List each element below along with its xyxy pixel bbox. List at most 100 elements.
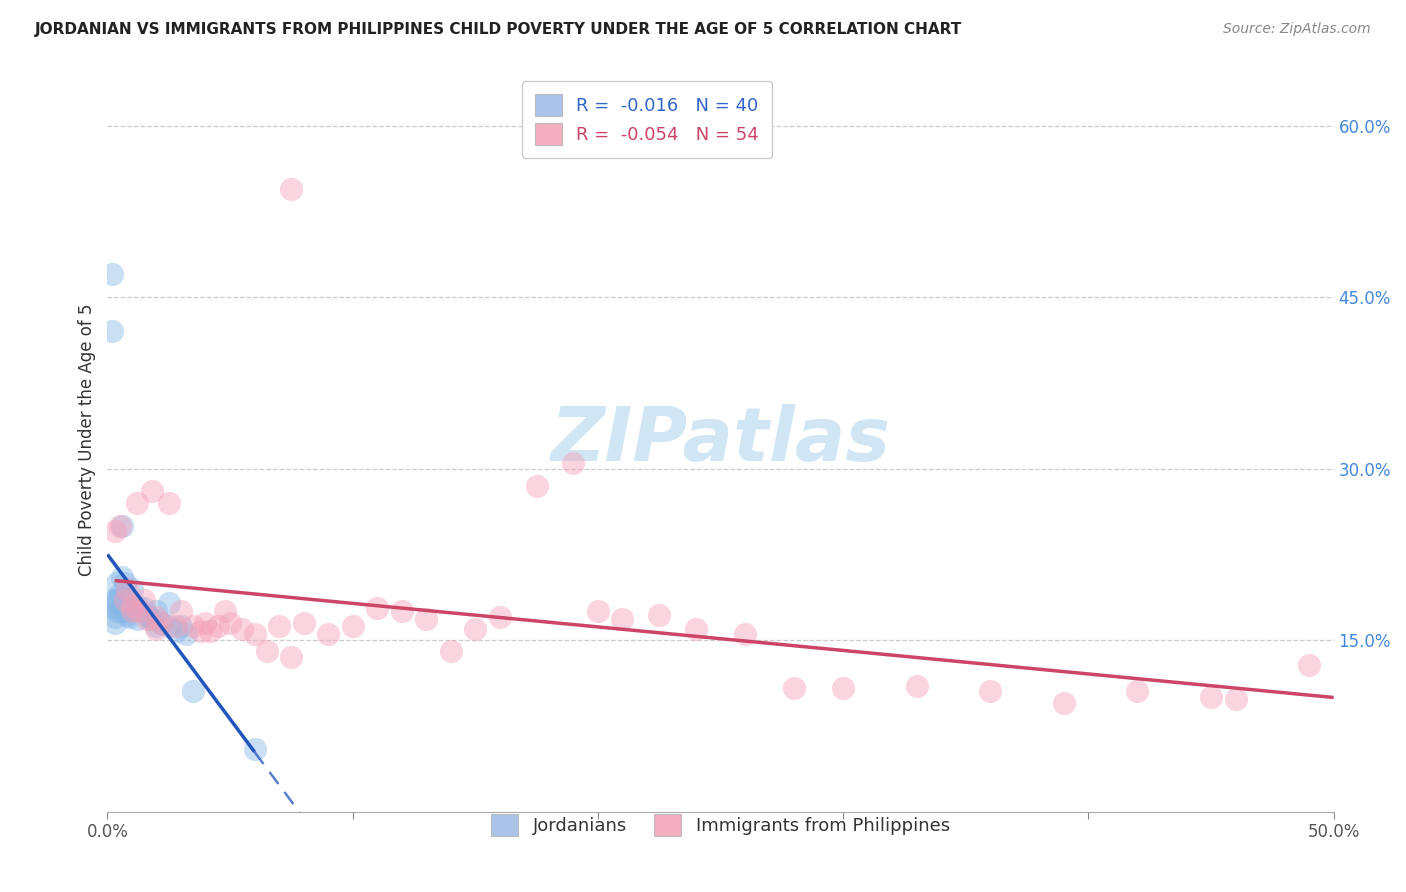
Point — [145, 610, 167, 624]
Point — [905, 679, 928, 693]
Point — [121, 605, 143, 619]
Point — [214, 605, 236, 619]
Point — [415, 612, 437, 626]
Point — [292, 615, 315, 630]
Point — [170, 605, 193, 619]
Point — [145, 605, 167, 619]
Point — [256, 644, 278, 658]
Point — [219, 615, 242, 630]
Point — [104, 593, 127, 607]
Point — [440, 644, 463, 658]
Point — [190, 624, 212, 638]
Point — [243, 741, 266, 756]
Point — [562, 456, 585, 470]
Point — [115, 593, 138, 607]
Point — [1126, 684, 1149, 698]
Point — [464, 622, 486, 636]
Legend: Jordanians, Immigrants from Philippines: Jordanians, Immigrants from Philippines — [484, 807, 957, 843]
Point — [526, 479, 548, 493]
Text: JORDANIAN VS IMMIGRANTS FROM PHILIPPINES CHILD POVERTY UNDER THE AGE OF 5 CORREL: JORDANIAN VS IMMIGRANTS FROM PHILIPPINES… — [35, 22, 962, 37]
Point — [115, 607, 138, 622]
Point — [128, 605, 150, 619]
Text: ZIPatlas: ZIPatlas — [551, 403, 890, 476]
Point — [181, 619, 204, 633]
Point — [1225, 692, 1247, 706]
Point — [134, 601, 156, 615]
Point — [200, 624, 222, 638]
Point — [170, 619, 193, 633]
Point — [145, 619, 167, 633]
Point — [104, 524, 127, 539]
Point — [366, 601, 388, 615]
Point — [280, 650, 302, 665]
Point — [267, 619, 290, 633]
Point — [145, 622, 167, 636]
Point — [586, 605, 609, 619]
Point — [101, 593, 124, 607]
Point — [342, 619, 364, 633]
Point — [157, 619, 180, 633]
Point — [105, 575, 128, 590]
Point — [734, 627, 756, 641]
Point — [118, 610, 141, 624]
Point — [141, 612, 163, 626]
Point — [104, 599, 127, 613]
Point — [101, 325, 124, 339]
Point — [150, 615, 173, 630]
Point — [125, 599, 148, 613]
Point — [121, 605, 143, 619]
Point — [128, 605, 150, 619]
Point — [108, 605, 131, 619]
Point — [783, 681, 806, 695]
Point — [105, 593, 128, 607]
Point — [832, 681, 855, 695]
Point — [105, 605, 128, 619]
Point — [165, 619, 187, 633]
Point — [157, 597, 180, 611]
Point — [121, 599, 143, 613]
Point — [141, 484, 163, 499]
Point — [125, 496, 148, 510]
Point — [115, 582, 138, 596]
Point — [243, 627, 266, 641]
Point — [194, 615, 217, 630]
Point — [104, 615, 127, 630]
Point — [648, 607, 671, 622]
Point — [135, 612, 157, 626]
Point — [150, 615, 173, 630]
Point — [1199, 690, 1222, 705]
Point — [979, 684, 1001, 698]
Point — [111, 599, 134, 613]
Point — [207, 619, 229, 633]
Point — [280, 181, 302, 195]
Point — [1298, 658, 1320, 673]
Point — [111, 518, 134, 533]
Point — [181, 684, 204, 698]
Point — [135, 607, 157, 622]
Point — [316, 627, 339, 641]
Point — [174, 627, 197, 641]
Point — [114, 605, 136, 619]
Point — [104, 610, 127, 624]
Point — [231, 622, 253, 636]
Point — [157, 496, 180, 510]
Point — [114, 593, 136, 607]
Point — [114, 575, 136, 590]
Point — [124, 601, 146, 615]
Point — [108, 587, 131, 601]
Point — [108, 518, 131, 533]
Point — [101, 267, 124, 281]
Point — [685, 622, 707, 636]
Point — [612, 612, 634, 626]
Point — [1053, 696, 1076, 710]
Point — [125, 612, 148, 626]
Point — [165, 624, 187, 638]
Point — [134, 593, 156, 607]
Point — [488, 610, 510, 624]
Text: Source: ZipAtlas.com: Source: ZipAtlas.com — [1223, 22, 1371, 37]
Point — [111, 570, 134, 584]
Point — [121, 582, 143, 596]
Y-axis label: Child Poverty Under the Age of 5: Child Poverty Under the Age of 5 — [79, 304, 96, 576]
Point — [391, 605, 413, 619]
Point — [138, 610, 160, 624]
